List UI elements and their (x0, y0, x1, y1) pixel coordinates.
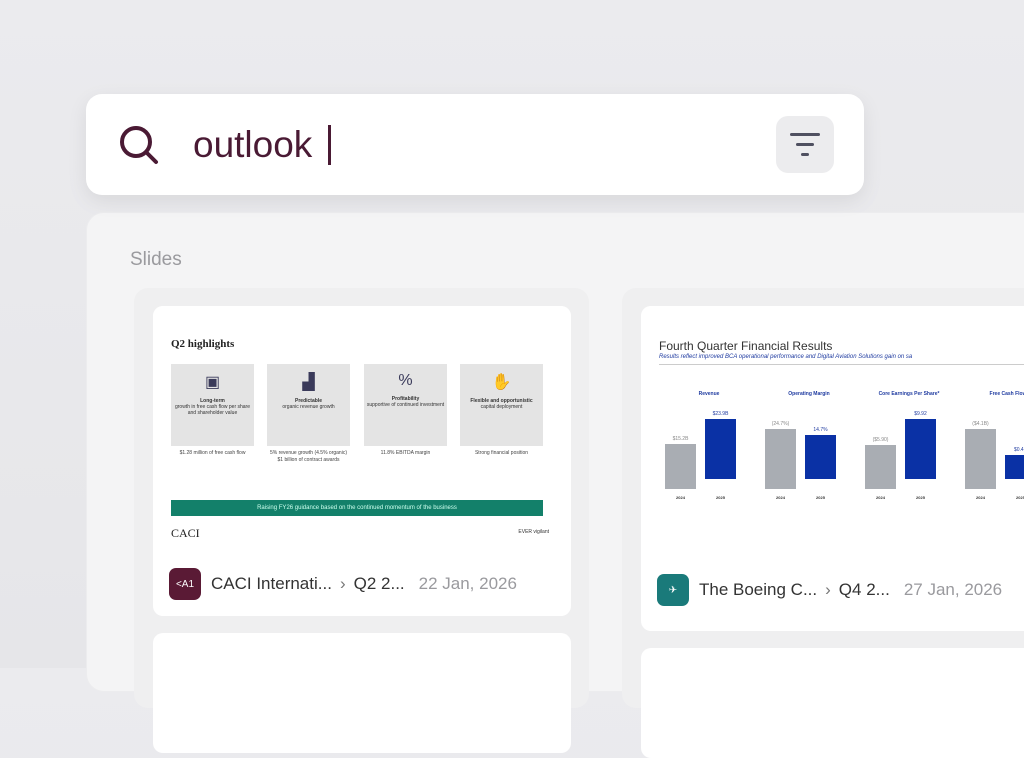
bar-value-label: $0.4B (1013, 447, 1024, 454)
box-heading: Flexible and opportunistic (470, 398, 533, 404)
result-meta: <A1 CACI Internati... › Q2 2... 22 Jan, … (169, 568, 517, 600)
box-heading: Profitability (391, 396, 420, 402)
result-meta: ✈ The Boeing C... › Q4 2... 27 Jan, 2026 (657, 574, 1002, 606)
search-input[interactable]: outlook (193, 122, 332, 168)
metric-chart: Operating Margin (24.7%) 2024 14.7% 2025 (759, 391, 859, 501)
metric-chart: Core Earnings Per Share* ($5.90) 2024 $9.92… (859, 391, 959, 501)
year-label: 2025 (916, 495, 925, 500)
bar-value-label: (24.7%) (771, 421, 790, 427)
percent-icon: % (398, 372, 413, 389)
slide-result-card[interactable]: Fourth Quarter Financial Results Results… (641, 306, 1024, 631)
search-query-text: outlook (193, 124, 313, 165)
company-name[interactable]: The Boeing C... (699, 580, 818, 599)
bar-value-label: $23.9B (712, 411, 729, 417)
slide-thumbnail[interactable]: Q2 highlights ▣ Long-term growth in free c… (153, 306, 571, 546)
metric-title: Free Cash Flow* (989, 391, 1024, 397)
box-note: Strong financial position (474, 450, 529, 456)
result-date: 27 Jan, 2026 (903, 580, 1003, 599)
slide-result-card[interactable]: Q2 highlights ▣ Long-term growth in free c… (153, 306, 571, 616)
highlight-box: ✋ Flexible and opportunistic capital deplo… (460, 364, 543, 446)
box-heading: Predictable (295, 398, 322, 404)
highlight-box: % Profitability supportive of continued in… (364, 364, 447, 446)
chevron-right-icon: › (339, 574, 346, 593)
results-column: Fourth Quarter Financial Results Results… (622, 288, 1024, 758)
box-note: $1.28 million of free cash flow (179, 450, 246, 456)
filter-icon-line (796, 143, 814, 146)
box-text: supportive of continued investment (366, 402, 445, 408)
brand-logo: CACI (171, 526, 200, 540)
search-bar[interactable]: outlook (86, 94, 864, 195)
result-date: 22 Jan, 2026 (418, 574, 517, 593)
box-text: capital deployment (480, 404, 523, 410)
bar-value-label: ($5.90) (872, 437, 889, 444)
box-note: 11.8% EBITDA margin (380, 450, 431, 456)
current-bar (705, 419, 736, 479)
bar-value-label: $9.92 (914, 411, 927, 417)
slide-title: Q2 highlights (171, 338, 235, 350)
prior-bar (665, 443, 696, 489)
results-column: Q2 highlights ▣ Long-term growth in free c… (134, 288, 589, 753)
year-label: 2024 (676, 495, 685, 500)
metric-chart: Revenue $15.2B 2024 $23.9B 2025 (659, 391, 759, 501)
search-icon (120, 126, 158, 164)
company-name[interactable]: CACI Internati... (211, 574, 332, 593)
box-text: growth in free cash flow per share and s… (174, 404, 251, 416)
slide-result-card[interactable] (641, 648, 1024, 758)
prior-bar (965, 429, 996, 489)
filter-icon (790, 133, 820, 136)
box-text: organic revenue growth (282, 404, 335, 410)
results-panel: Slides Q2 highlights ▣ Long-term growth in… (86, 212, 1024, 758)
slide-thumbnail[interactable]: Fourth Quarter Financial Results Results… (641, 306, 1024, 546)
chevron-right-icon: › (825, 580, 831, 599)
highlight-box: ▣ Long-term growth in free cash flow per s… (171, 364, 254, 446)
bar-value-label: ($4.1B) (972, 421, 989, 427)
current-bar (805, 435, 836, 479)
current-bar (905, 419, 936, 479)
year-label: 2025 (716, 495, 725, 500)
prior-bar (765, 429, 796, 489)
slide-subtitle: Results reflect improved BCA operational… (659, 354, 1024, 365)
metric-title: Revenue (698, 391, 720, 397)
prior-bar (865, 445, 896, 489)
text-caret (328, 125, 332, 165)
highlight-box: ▟ Predictable organic revenue growth (267, 364, 350, 446)
filter-icon-line (801, 153, 809, 156)
bar-value-label: $15.2B (672, 435, 689, 442)
company-logo: ✈ (657, 574, 689, 606)
metric-title: Operating Margin (788, 391, 830, 397)
company-logo: <A1 (169, 568, 201, 600)
document-name[interactable]: Q2 2... (353, 574, 405, 593)
year-label: 2024 (876, 495, 885, 500)
slide-title: Fourth Quarter Financial Results (659, 339, 833, 353)
metric-title: Core Earnings Per Share* (878, 391, 940, 397)
bar-value-label: 14.7% (813, 427, 828, 434)
slide-banner: Raising FY26 guidance based on the conti… (171, 500, 543, 516)
filter-button[interactable] (776, 116, 834, 173)
money-icon: ▣ (204, 374, 221, 391)
slide-result-card[interactable] (153, 633, 571, 753)
current-bar (1005, 455, 1024, 479)
box-heading: Long-term (200, 398, 225, 404)
year-label: 2025 (816, 495, 825, 500)
section-title: Slides (130, 249, 182, 270)
box-note: 5% revenue growth (4.5% organic) $1 bill… (270, 450, 347, 463)
year-label: 2025 (1016, 495, 1024, 500)
hand-coin-icon: ✋ (491, 374, 512, 391)
document-name[interactable]: Q4 2... (838, 580, 890, 599)
year-label: 2024 (776, 495, 785, 500)
year-label: 2024 (976, 495, 985, 500)
chart-growth-icon: ▟ (302, 374, 315, 391)
slide-footer: EVER vigilant (518, 529, 549, 535)
metric-chart: Free Cash Flow* ($4.1B) 2024 $0.4B 2025 (959, 391, 1024, 501)
